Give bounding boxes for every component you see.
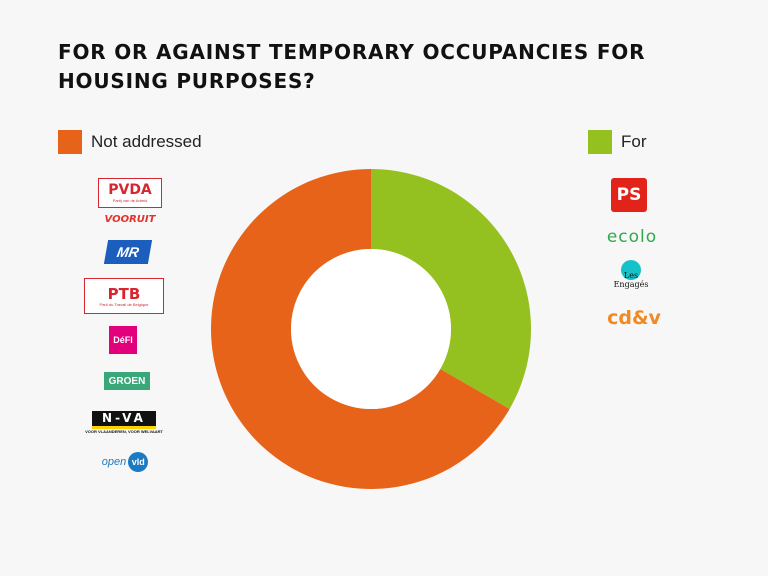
openvld-logo-vld: vld xyxy=(128,452,149,472)
ptb-logo-sub: Parti du Travail de Belgique xyxy=(99,301,149,307)
legend-label-for: For xyxy=(621,132,647,151)
defi-logo: DéFI xyxy=(109,326,137,354)
not-addressed-parties: PVDA Partij van de Arbeid VOORUIT MR PTB… xyxy=(84,176,178,476)
ps-logo: PS xyxy=(611,178,647,212)
ptb-logo-text: PTB xyxy=(107,284,141,303)
openvld-logo-open: open xyxy=(101,456,127,468)
legend-swatch-for xyxy=(588,130,612,154)
cdv-logo: cd&v xyxy=(607,307,661,329)
donut-slice-for xyxy=(371,169,531,409)
for-parties: PS ecolo Les Engagés cd&v xyxy=(600,176,670,336)
groen-logo: GROEN xyxy=(104,372,150,390)
legend-item-for: For xyxy=(588,130,647,154)
mr-logo: MR xyxy=(103,240,153,264)
pvda-logo-sub: Partij van de Arbeid xyxy=(112,198,148,203)
donut-slice-not-addressed xyxy=(211,169,510,489)
nva-logo: N-VA VOOR VLAANDEREN, VOOR WELVAART xyxy=(85,410,163,434)
vooruit-logo: VOORUIT xyxy=(104,213,156,225)
pvda-logo-text: PVDA xyxy=(108,182,152,198)
ecolo-logo: ecolo xyxy=(606,227,658,247)
les-engages-icon xyxy=(621,259,641,280)
ptb-logo: PTB Parti du Travail de Belgique xyxy=(84,278,164,314)
donut-hole xyxy=(291,249,451,409)
les-engages-logo-les: Les xyxy=(623,270,639,280)
legend-item-not-addressed: Not addressed xyxy=(58,130,202,154)
pvda-logo: PVDA Partij van de Arbeid xyxy=(98,178,162,208)
les-engages-logo: Les Engagés xyxy=(606,254,656,294)
legend-label-not-addressed: Not addressed xyxy=(91,132,202,151)
nva-logo-text: N-VA xyxy=(92,410,156,429)
chart-title: FOR OR AGAINST TEMPORARY OCCUPANCIES FOR… xyxy=(58,40,646,93)
nva-logo-sub: VOOR VLAANDEREN, VOOR WELVAART xyxy=(85,428,163,434)
les-engages-logo-engages: Engagés xyxy=(613,279,649,289)
legend-swatch-not-addressed xyxy=(58,130,82,154)
openvld-logo: open vld xyxy=(96,450,154,474)
